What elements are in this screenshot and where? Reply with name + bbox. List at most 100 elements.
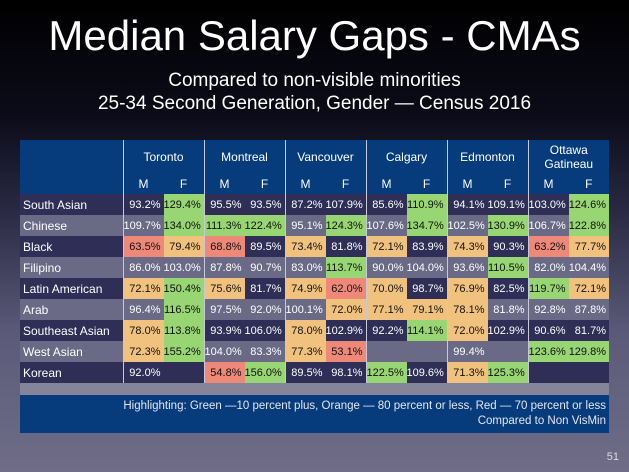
value-cell: 114.1% bbox=[406, 320, 447, 341]
sex-header-f: F bbox=[568, 173, 609, 194]
value-cell: 107.6% bbox=[365, 215, 407, 236]
sex-header-f: F bbox=[487, 173, 528, 194]
value-cell: 78.1% bbox=[446, 299, 488, 320]
value-cell: 63.5% bbox=[122, 236, 164, 257]
value-cell: 90.7% bbox=[244, 257, 285, 278]
spacer-cell bbox=[20, 383, 609, 395]
value-cell: 130.9% bbox=[487, 215, 528, 236]
value-cell: 72.1% bbox=[122, 278, 164, 299]
value-cell: 70.0% bbox=[365, 278, 407, 299]
value-cell: 110.5% bbox=[487, 257, 528, 278]
sex-header-m: M bbox=[446, 173, 488, 194]
value-cell: 109.1% bbox=[487, 194, 528, 215]
value-cell: 92.2% bbox=[365, 320, 407, 341]
value-cell: 73.4% bbox=[284, 236, 326, 257]
table-row: Black 63.5% 79.4% 68.8% 89.5% 73.4% 81.8% 72.1%… bbox=[20, 236, 609, 257]
value-cell: 122.5% bbox=[365, 362, 407, 383]
value-cell: 81.7% bbox=[568, 320, 609, 341]
sex-header-f: F bbox=[163, 173, 204, 194]
table-row: Filipino 86.0% 103.0% 87.8% 90.7% 83.0% 113.7%… bbox=[20, 257, 609, 278]
value-cell: 93.9% bbox=[203, 320, 245, 341]
value-cell: 77.1% bbox=[365, 299, 407, 320]
value-cell: 77.3% bbox=[284, 341, 326, 362]
row-label: Latin American bbox=[20, 278, 123, 299]
value-cell bbox=[163, 362, 204, 383]
value-cell: 134.0% bbox=[163, 215, 204, 236]
city-header-ottawa-gatineau: Ottawa Gatineau bbox=[527, 140, 609, 173]
city-header-calgary: Calgary bbox=[365, 140, 447, 173]
value-cell: 74.9% bbox=[284, 278, 326, 299]
row-label: West Asian bbox=[20, 341, 123, 362]
value-cell: 90.3% bbox=[487, 236, 528, 257]
sex-header-m: M bbox=[284, 173, 326, 194]
value-cell: 124.3% bbox=[325, 215, 366, 236]
value-cell: 113.7% bbox=[325, 257, 366, 278]
value-cell: 116.5% bbox=[163, 299, 204, 320]
value-cell: 103.0% bbox=[163, 257, 204, 278]
value-cell: 87.8% bbox=[203, 257, 245, 278]
value-cell: 83.9% bbox=[406, 236, 447, 257]
city-header-vancouver: Vancouver bbox=[284, 140, 366, 173]
footnote-comparison: Compared to Non VisMin bbox=[477, 414, 606, 427]
city-header-edmonton: Edmonton bbox=[446, 140, 528, 173]
value-cell: 81.7% bbox=[244, 278, 285, 299]
value-cell: 79.4% bbox=[163, 236, 204, 257]
value-cell: 72.1% bbox=[365, 236, 407, 257]
value-cell: 119.7% bbox=[527, 278, 569, 299]
sex-header-m: M bbox=[527, 173, 569, 194]
city-header-toronto: Toronto bbox=[122, 140, 204, 173]
value-cell: 129.8% bbox=[568, 341, 609, 362]
table-body: South Asian 93.2% 129.4% 95.5% 93.5% 87.2% 107… bbox=[20, 194, 609, 383]
city-header-montreal: Montreal bbox=[203, 140, 285, 173]
value-cell: 93.5% bbox=[244, 194, 285, 215]
value-cell: 103.0% bbox=[527, 194, 569, 215]
value-cell: 72.1% bbox=[568, 278, 609, 299]
value-cell bbox=[365, 341, 407, 362]
slide-subtitle-1: Compared to non-visible minorities bbox=[168, 70, 461, 91]
value-cell: 86.0% bbox=[122, 257, 164, 278]
value-cell: 102.9% bbox=[487, 320, 528, 341]
value-cell: 92.0% bbox=[244, 299, 285, 320]
value-cell: 122.8% bbox=[568, 215, 609, 236]
value-cell: 78.0% bbox=[284, 320, 326, 341]
value-cell: 81.8% bbox=[487, 299, 528, 320]
value-cell: 92.8% bbox=[527, 299, 569, 320]
value-cell: 95.1% bbox=[284, 215, 326, 236]
slide-title: Median Salary Gaps - CMAs bbox=[48, 12, 581, 59]
value-cell: 83.0% bbox=[284, 257, 326, 278]
value-cell: 155.2% bbox=[163, 341, 204, 362]
value-cell: 75.6% bbox=[203, 278, 245, 299]
spacer-row bbox=[20, 383, 609, 395]
sex-header-m: M bbox=[365, 173, 407, 194]
value-cell: 106.7% bbox=[527, 215, 569, 236]
value-cell: 125.3% bbox=[487, 362, 528, 383]
value-cell: 54.8% bbox=[203, 362, 245, 383]
sex-header-f: F bbox=[244, 173, 285, 194]
value-cell: 83.3% bbox=[244, 341, 285, 362]
value-cell: 99.4% bbox=[446, 341, 488, 362]
value-cell: 82.0% bbox=[527, 257, 569, 278]
sex-header-f: F bbox=[406, 173, 447, 194]
value-cell: 76.9% bbox=[446, 278, 488, 299]
row-label: Chinese bbox=[20, 215, 123, 236]
value-cell: 68.8% bbox=[203, 236, 245, 257]
value-cell: 72.0% bbox=[446, 320, 488, 341]
value-cell: 134.7% bbox=[406, 215, 447, 236]
footnote-row: Highlighting: Green —10 percent plus, Or… bbox=[20, 395, 609, 433]
value-cell: 72.3% bbox=[122, 341, 164, 362]
corner-cell bbox=[20, 140, 123, 173]
row-label: Southeast Asian bbox=[20, 320, 123, 341]
value-cell bbox=[406, 341, 447, 362]
value-cell: 123.6% bbox=[527, 341, 569, 362]
value-cell: 122.4% bbox=[244, 215, 285, 236]
city-header-row: Toronto Montreal Vancouver Calgary Edmon… bbox=[20, 140, 609, 173]
value-cell: 89.5% bbox=[284, 362, 326, 383]
sex-header-f: F bbox=[325, 173, 366, 194]
value-cell bbox=[568, 362, 609, 383]
value-cell: 109.7% bbox=[122, 215, 164, 236]
value-cell: 78.0% bbox=[122, 320, 164, 341]
value-cell: 93.2% bbox=[122, 194, 164, 215]
value-cell: 124.6% bbox=[568, 194, 609, 215]
row-label: South Asian bbox=[20, 194, 123, 215]
salary-gap-table: Toronto Montreal Vancouver Calgary Edmon… bbox=[20, 140, 609, 433]
